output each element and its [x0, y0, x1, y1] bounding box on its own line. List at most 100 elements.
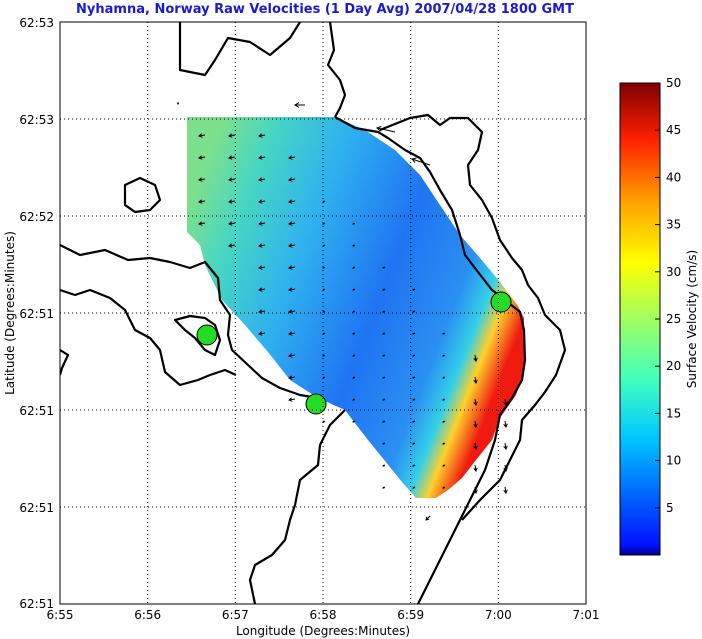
radar-sites: [196, 291, 512, 415]
velocity-arrow: [352, 398, 356, 401]
velocity-arrow: [382, 266, 386, 269]
velocity-arrow: [258, 265, 266, 270]
colorbar: 5 10 15 20 25 30 35 40 45 50 Surface Velocity (cm…: [619, 76, 699, 556]
velocity-arrow: [503, 420, 508, 428]
velocity-arrow: [382, 354, 386, 357]
velocity-arrow: [382, 442, 386, 445]
velocity-arrow: [503, 398, 508, 406]
velocity-arrow: [228, 199, 236, 204]
velocity-arrow: [503, 442, 508, 450]
colorbar-ticks: 5 10 15 20 25 30 35 40 45 50: [655, 76, 681, 515]
velocity-arrow: [442, 332, 446, 335]
velocity-arrow: [352, 376, 356, 379]
velocity-arrow: [322, 310, 326, 313]
velocity-field: [187, 117, 524, 498]
velocity-arrow: [294, 102, 305, 108]
velocity-arrow: [382, 464, 386, 467]
chart-title: Nyhamna, Norway Raw Velocities (1 Day Av…: [76, 2, 574, 17]
colorbar-tick-label: 20: [666, 359, 681, 373]
velocity-arrow: [288, 331, 296, 336]
y-tick-label: 62:51: [19, 501, 54, 515]
velocity-arrow: [382, 332, 386, 335]
velocity-arrow: [258, 331, 266, 336]
velocity-arrow: [382, 420, 386, 423]
velocity-arrow: [376, 126, 396, 133]
velocity-arrow: [382, 486, 386, 489]
velocity-arrow: [322, 222, 326, 225]
x-tick-label: 6:56: [134, 608, 161, 622]
velocity-arrow: [258, 199, 266, 204]
velocity-arrow: [258, 177, 266, 182]
velocity-arrow: [288, 155, 296, 160]
velocity-arrow: [412, 376, 416, 379]
velocity-arrow: [352, 332, 356, 335]
velocity-arrow: [352, 266, 356, 269]
velocity-arrow: [288, 265, 296, 270]
velocity-arrow: [228, 133, 236, 138]
velocity-arrow: [442, 398, 446, 401]
velocity-arrow: [473, 442, 478, 450]
velocity-arrow: [322, 266, 326, 269]
velocity-arrow: [228, 221, 236, 226]
x-tick-label: 7:00: [485, 608, 512, 622]
velocity-arrow: [412, 332, 416, 335]
velocity-arrow: [288, 199, 296, 204]
velocity-arrow: [412, 486, 416, 489]
velocity-arrow: [442, 354, 446, 357]
velocity-arrow: [412, 354, 416, 357]
radar-site-marker: [490, 291, 512, 313]
velocity-arrow: [473, 464, 478, 472]
colorbar-tick-label: 30: [666, 265, 681, 279]
velocity-arrow: [412, 398, 416, 401]
y-tick-label: 62:51: [19, 307, 54, 321]
velocity-arrow: [503, 464, 508, 472]
velocity-arrow: [288, 375, 296, 380]
velocity-arrow: [382, 398, 386, 401]
velocity-arrow: [442, 464, 446, 467]
colorbar-tick-label: 15: [666, 406, 681, 420]
velocity-arrow: [352, 288, 356, 291]
velocity-arrow: [473, 398, 478, 406]
grid-lines: [60, 22, 586, 604]
velocity-arrow: [288, 177, 296, 182]
velocity-arrow: [228, 177, 236, 182]
velocity-arrow: [352, 420, 356, 423]
plot-contents: [60, 22, 567, 604]
velocity-arrow: [288, 287, 296, 292]
velocity-arrow: [258, 155, 266, 160]
velocity-arrow: [288, 309, 296, 314]
velocity-arrow: [288, 243, 296, 248]
velocity-arrow: [176, 102, 180, 105]
velocity-arrow: [382, 310, 386, 313]
velocity-arrow: [473, 354, 478, 362]
x-axis-label: Longitude (Degrees:Minutes): [236, 624, 410, 638]
velocity-arrow: [442, 420, 446, 423]
velocity-arrow: [473, 420, 478, 428]
velocity-arrow: [322, 354, 326, 357]
colorbar-tick-label: 5: [666, 501, 674, 515]
velocity-arrow: [198, 155, 206, 160]
x-tick-label: 6:58: [310, 608, 337, 622]
velocity-arrow: [382, 288, 386, 291]
radar-site-marker: [196, 324, 218, 346]
y-tick-label: 62:53: [19, 113, 54, 127]
velocity-arrow: [352, 222, 356, 225]
velocity-arrow: [412, 310, 416, 313]
velocity-arrow: [258, 309, 266, 314]
velocity-arrow: [352, 244, 356, 247]
colorbar-gradient: [619, 82, 661, 556]
velocity-arrow: [228, 243, 236, 248]
velocity-arrow: [258, 221, 266, 226]
x-axis: 6:55 6:56 6:57 6:58 6:59 7:00 7:01 Longi…: [47, 608, 600, 638]
velocity-arrow: [288, 397, 296, 402]
y-tick-label: 62:53: [19, 16, 54, 30]
velocity-arrow: [503, 486, 508, 494]
y-tick-label: 62:51: [19, 404, 54, 418]
colorbar-tick-label: 40: [666, 170, 681, 184]
velocity-arrow: [352, 310, 356, 313]
x-tick-label: 6:55: [47, 608, 74, 622]
velocity-arrow: [442, 486, 446, 489]
velocity-arrow: [258, 287, 266, 292]
velocity-arrow: [411, 157, 431, 166]
